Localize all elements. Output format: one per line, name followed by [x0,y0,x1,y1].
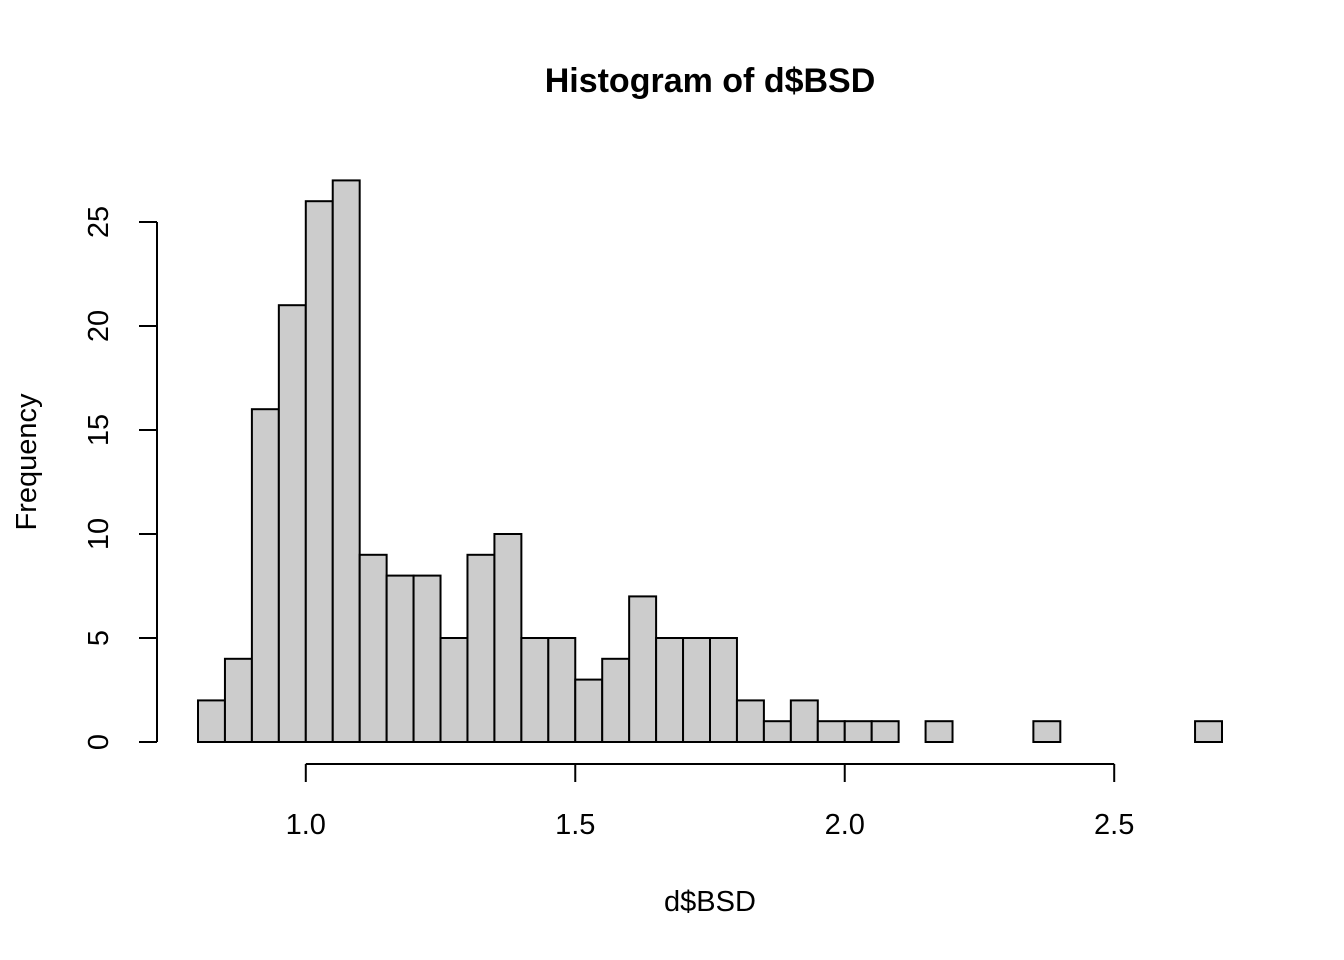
histogram-bar [655,637,685,743]
histogram-bar [304,200,334,743]
x-tick-label: 2.0 [825,809,865,841]
bars-group [197,179,1223,744]
y-axis: 0 5 10 15 20 25 [83,206,158,750]
histogram-bar [520,637,550,743]
histogram-bar [682,637,711,743]
histogram-bar [547,637,577,743]
histogram-bar [816,720,846,744]
x-axis-label: d$BSD [664,886,756,918]
y-tick-label: 25 [83,206,115,238]
chart-title: Histogram of d$BSD [545,62,876,100]
histogram-bar [223,657,253,743]
histogram-bar [493,533,523,743]
histogram-bar [358,553,388,743]
histogram-bar [870,720,900,744]
histogram-bar [601,657,631,743]
histogram-bar [574,678,604,743]
y-axis-label: Frequency [11,393,43,531]
histogram-bar [412,574,442,743]
y-tick-label: 0 [83,734,115,750]
histogram-bar [1032,720,1062,744]
y-tick-label: 5 [83,630,115,646]
histogram-bar [385,574,415,743]
x-axis: 1.0 1.5 2.0 2.5 [286,763,1134,841]
y-tick-label: 20 [83,310,115,342]
y-tick-label: 10 [83,518,115,550]
y-tick-label: 15 [83,414,115,446]
histogram-bar [250,408,280,743]
histogram-bar [628,595,658,744]
histogram-bar [924,720,954,744]
histogram-bar [762,720,792,744]
histogram-bar [439,637,469,743]
histogram-bar [466,553,496,743]
histogram-bar [709,637,738,743]
histogram-bar [1194,720,1223,744]
histogram-bar [735,699,765,744]
histogram-bar [197,699,226,744]
histogram-bar [843,720,873,744]
x-tick-label: 1.0 [286,809,326,841]
x-tick-label: 2.5 [1094,809,1134,841]
histogram-bar [789,699,819,744]
histogram-bar [331,179,361,743]
x-tick-label: 1.5 [555,809,595,841]
histogram-bar [277,304,307,743]
